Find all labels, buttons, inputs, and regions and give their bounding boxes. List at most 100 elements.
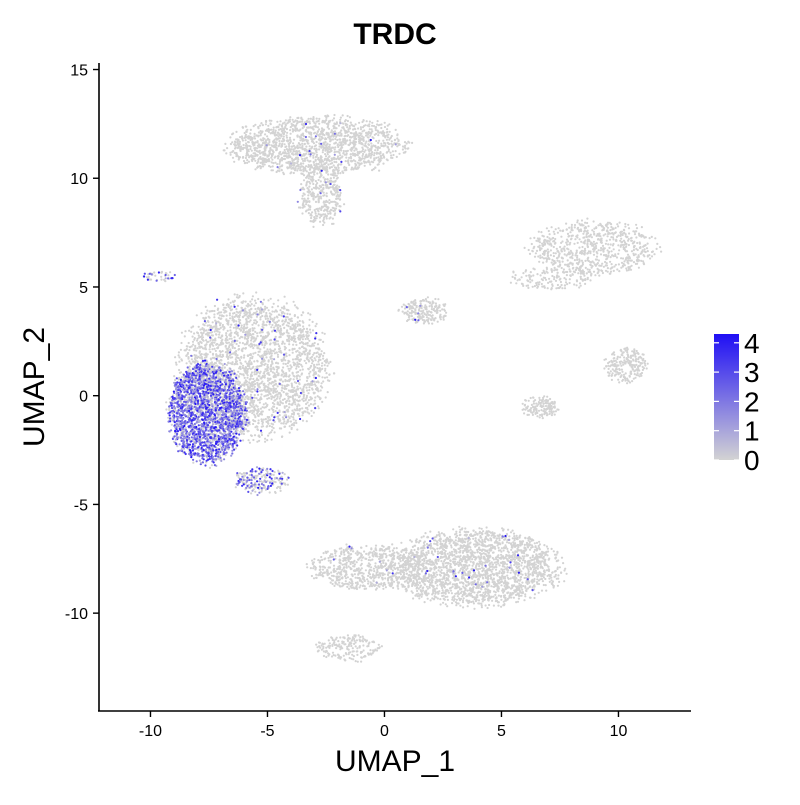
cell-point [339, 141, 343, 144]
cell-point [543, 395, 546, 398]
cell-point [408, 311, 411, 314]
cell-point [609, 229, 612, 232]
cell-point [601, 229, 604, 232]
cell-point [622, 247, 625, 251]
cell-point [321, 133, 324, 136]
cell-point [294, 166, 297, 169]
cell-point [308, 372, 311, 375]
cell-point [552, 230, 555, 233]
cell-point [336, 143, 339, 146]
cell-point [568, 252, 572, 255]
cell-point [301, 197, 304, 200]
cell-point [193, 354, 196, 357]
cell-point [256, 166, 259, 169]
cell-point [613, 231, 617, 235]
cell-point [354, 128, 357, 131]
cell-point [335, 122, 338, 125]
cell-point [177, 354, 180, 357]
cell-point [622, 373, 626, 376]
cell-point [624, 250, 627, 253]
cell-point [620, 237, 623, 240]
cell-point [325, 116, 328, 119]
cell-point [262, 151, 265, 154]
cell-point [297, 167, 300, 170]
cell-point [282, 362, 285, 365]
cell-point [618, 249, 621, 252]
cell-point [322, 168, 325, 171]
cell-point [624, 225, 627, 228]
cell-point [614, 253, 617, 256]
cell-point [254, 159, 257, 162]
cell-point [333, 207, 336, 210]
cell-point [312, 156, 315, 159]
cell-point [315, 217, 318, 220]
cell-point [560, 266, 563, 270]
cell-point [272, 151, 275, 154]
cell-point [277, 157, 280, 160]
cell-point [328, 135, 331, 138]
cell-point [256, 147, 259, 150]
cell-point [330, 131, 333, 134]
cell-point [229, 326, 232, 329]
cell-point [635, 223, 638, 226]
cell-point [560, 235, 563, 238]
cell-point [312, 117, 315, 121]
cell-point [337, 132, 340, 135]
cell-point [423, 319, 426, 322]
cell-point [614, 370, 617, 373]
cell-point [364, 156, 367, 159]
cell-point [615, 235, 619, 238]
cell-point [379, 159, 382, 162]
cell-point [309, 155, 312, 158]
cell-point [328, 202, 331, 205]
cell-point [262, 165, 265, 168]
cell-point [537, 409, 541, 412]
cell-point [380, 157, 383, 160]
cell-point [408, 303, 411, 306]
cell-point [545, 267, 549, 271]
cell-point [313, 357, 316, 360]
cell-point [632, 252, 635, 255]
cell-point [338, 148, 341, 151]
cell-point [298, 150, 301, 153]
cell-point [274, 134, 277, 137]
cell-point [319, 195, 322, 198]
cell-point [322, 187, 325, 190]
cell-point [566, 243, 569, 246]
cell-point [375, 146, 378, 149]
cell-point [408, 315, 411, 318]
cell-point [268, 152, 271, 155]
cell-point [291, 130, 294, 133]
cell-point [325, 159, 328, 162]
cell-point [315, 195, 319, 198]
cell-point [559, 277, 562, 280]
cell-point [318, 145, 321, 148]
cell-point [569, 231, 572, 234]
cell-point [272, 410, 275, 414]
cell-point [378, 160, 381, 164]
cell-point [379, 154, 382, 158]
cell-point [187, 341, 190, 345]
cell-point [160, 278, 163, 281]
cell-point [294, 146, 297, 149]
cell-point [305, 394, 309, 397]
cell-point [278, 123, 281, 126]
cell-point [340, 129, 343, 132]
cell-point [365, 120, 368, 123]
cell-point [354, 123, 357, 126]
cell-point [312, 154, 315, 157]
cell-point [535, 249, 539, 252]
cell-point [586, 278, 589, 281]
cell-point [307, 177, 310, 180]
cell-point [586, 268, 589, 271]
cell-point [334, 146, 337, 149]
cell-point [274, 410, 277, 413]
cell-point [301, 419, 305, 422]
cell-point [314, 359, 317, 362]
cell-point [279, 120, 282, 123]
cell-point [306, 120, 309, 124]
cell-point [308, 191, 311, 194]
cell-point [353, 152, 356, 155]
cell-point [359, 128, 363, 131]
cell-point [568, 234, 571, 238]
